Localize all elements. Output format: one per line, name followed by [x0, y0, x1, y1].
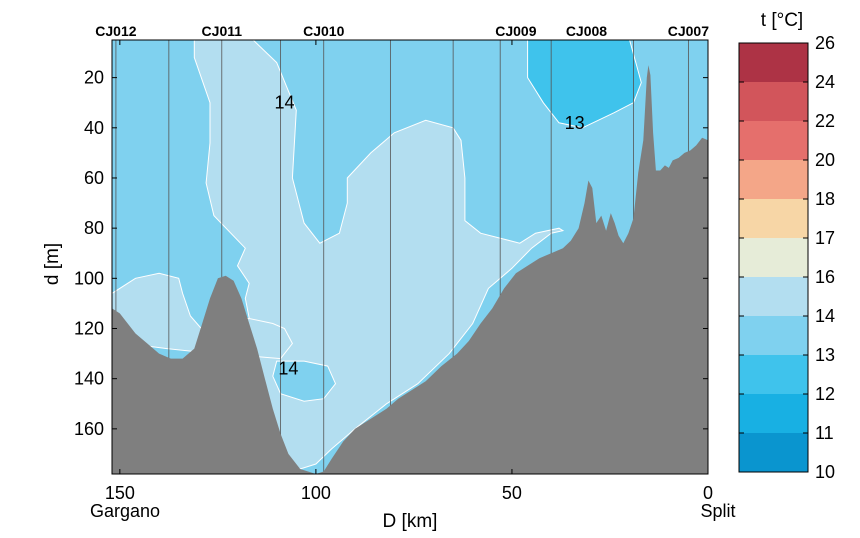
end-label-left: Gargano [90, 501, 160, 521]
seabed-bathymetry [112, 65, 708, 474]
y-tick-label-140: 140 [74, 369, 104, 389]
colorbar-segment-1 [739, 394, 808, 433]
x-tick-label-100: 100 [301, 483, 331, 503]
colorbar-tick-label-22: 22 [815, 111, 835, 131]
station-label-cj007: CJ007 [668, 23, 709, 39]
colorbar-tick-label-24: 24 [815, 72, 835, 92]
colorbar-segment-5 [739, 238, 808, 277]
colorbar-tick-label-13: 13 [815, 345, 835, 365]
end-label-right: Split [700, 501, 735, 521]
contour-label-2: 14 [278, 359, 298, 379]
colorbar-segment-0 [739, 433, 808, 472]
x-axis-label: D [km] [383, 511, 438, 532]
colorbar-tick-label-20: 20 [815, 150, 835, 170]
y-tick-label-60: 60 [84, 168, 104, 188]
colorbar-tick-label-12: 12 [815, 384, 835, 404]
station-label-cj011: CJ011 [202, 23, 243, 39]
region-12-13-5 [527, 40, 642, 129]
contour-label-0: 14 [275, 93, 295, 113]
colorbar-frame [738, 42, 809, 473]
colorbar-tick-label-17: 17 [815, 228, 835, 248]
colorbar-tick-label-11: 11 [815, 423, 834, 443]
colorbar-segment-7 [739, 160, 808, 199]
y-axis-label: d [m] [42, 243, 63, 285]
colorbar-segment-3 [739, 316, 808, 355]
station-label-cj008: CJ008 [566, 23, 607, 39]
colorbar-segment-8 [739, 121, 808, 160]
colorbar-title: t [°C] [761, 10, 803, 31]
colorbar-segment-6 [739, 199, 808, 238]
colorbar-segment-4 [739, 277, 808, 316]
station-label-cj009: CJ009 [495, 23, 536, 39]
colorbar-tick-label-16: 16 [815, 267, 835, 287]
y-tick-label-80: 80 [84, 218, 104, 238]
y-tick-label-160: 160 [74, 419, 104, 439]
colorbar-tick-label-18: 18 [815, 189, 835, 209]
x-tick-label-0: 0 [703, 483, 713, 503]
y-tick-label-100: 100 [74, 268, 104, 288]
colorbar-tick-label-26: 26 [815, 33, 835, 53]
y-tick-label-120: 120 [74, 318, 104, 338]
station-label-cj010: CJ010 [303, 23, 344, 39]
colorbar-segment-9 [739, 82, 808, 121]
colorbar-segment-10 [739, 43, 808, 82]
colorbar-tick-label-10: 10 [815, 462, 835, 482]
y-tick-label-40: 40 [84, 118, 104, 138]
plot-frame [111, 39, 709, 475]
x-tick-label-50: 50 [502, 483, 522, 503]
colorbar-segment-2 [739, 355, 808, 394]
x-tick-label-150: 150 [105, 483, 135, 503]
station-label-cj012: CJ012 [95, 23, 136, 39]
y-tick-label-20: 20 [84, 68, 104, 88]
contour-label-1: 13 [565, 113, 585, 133]
colorbar-tick-label-14: 14 [815, 306, 835, 326]
